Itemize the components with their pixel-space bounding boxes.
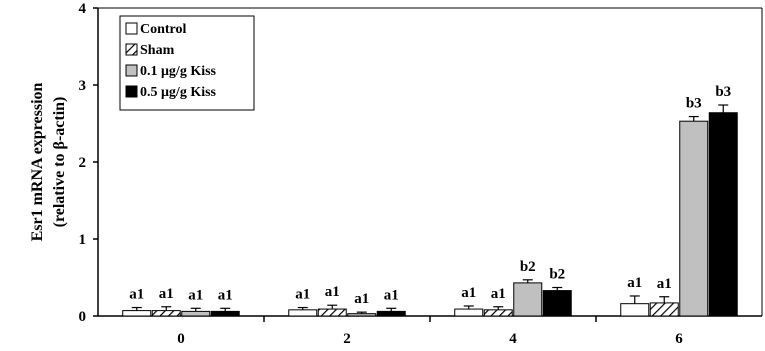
y-axis-subtitle: (relative to β-actin) xyxy=(51,97,68,228)
significance-label: b3 xyxy=(715,84,731,100)
bar-000000 xyxy=(376,310,406,317)
bar-white xyxy=(288,309,318,317)
bar-hatched xyxy=(151,310,181,317)
significance-label: a1 xyxy=(384,287,399,303)
significance-label: a1 xyxy=(188,287,203,303)
bar-000000 xyxy=(210,310,240,317)
bar-white xyxy=(454,308,484,317)
significance-label: b2 xyxy=(520,259,536,275)
plot-area: 0 1 2 3 4 Esr1 mRNA expression (relative to β-… xyxy=(29,1,763,347)
bar-hatched xyxy=(483,309,513,317)
bar-000000 xyxy=(542,290,572,317)
significance-label: a1 xyxy=(657,276,672,292)
significance-label: a1 xyxy=(354,291,369,307)
bar-white xyxy=(122,310,152,317)
y-axis-title: Esr1 mRNA expression xyxy=(29,82,46,241)
legend-label: Control xyxy=(140,22,187,37)
y-tick-label: 0 xyxy=(79,309,87,325)
bar-white xyxy=(620,303,650,317)
significance-label: a1 xyxy=(461,285,476,301)
significance-label: a1 xyxy=(159,286,174,302)
significance-label: b3 xyxy=(686,96,702,112)
bar-hatched xyxy=(317,308,347,317)
bar-c0c0c0 xyxy=(679,120,709,317)
significance-label: a1 xyxy=(129,287,144,303)
y-tick-label: 1 xyxy=(79,232,87,248)
significance-label: a1 xyxy=(325,284,340,300)
significance-label: a1 xyxy=(295,287,310,303)
legend-label: 0.5 μg/g Kiss xyxy=(140,85,217,100)
legend-swatch xyxy=(125,43,138,56)
y-tick-label: 4 xyxy=(79,1,87,17)
y-tick-label: 3 xyxy=(79,78,87,94)
legend-swatch xyxy=(125,85,138,98)
legend-label: 0.1 μg/g Kiss xyxy=(140,64,217,79)
x-tick-label: 0 xyxy=(177,331,185,347)
significance-label: a1 xyxy=(491,286,506,302)
bar-c0c0c0 xyxy=(347,313,377,317)
y-tick-label: 2 xyxy=(79,155,87,171)
legend-swatch xyxy=(125,22,138,35)
x-tick-label: 6 xyxy=(675,331,683,347)
bar-hatched xyxy=(649,302,679,317)
significance-label: a1 xyxy=(627,275,642,291)
legend-label: Sham xyxy=(140,43,175,58)
x-tick-label: 2 xyxy=(343,331,351,347)
legend-swatch xyxy=(125,64,138,77)
bar-c0c0c0 xyxy=(513,282,543,317)
significance-label: a1 xyxy=(218,287,233,303)
significance-label: b2 xyxy=(549,267,565,283)
bar-000000 xyxy=(708,112,738,317)
bar-c0c0c0 xyxy=(181,310,211,317)
legend: Control Sham 0.1 μg/g Kiss 0.5 μg/g Kiss xyxy=(119,15,255,111)
legend-box xyxy=(119,15,255,111)
x-tick-label: 4 xyxy=(509,331,517,347)
